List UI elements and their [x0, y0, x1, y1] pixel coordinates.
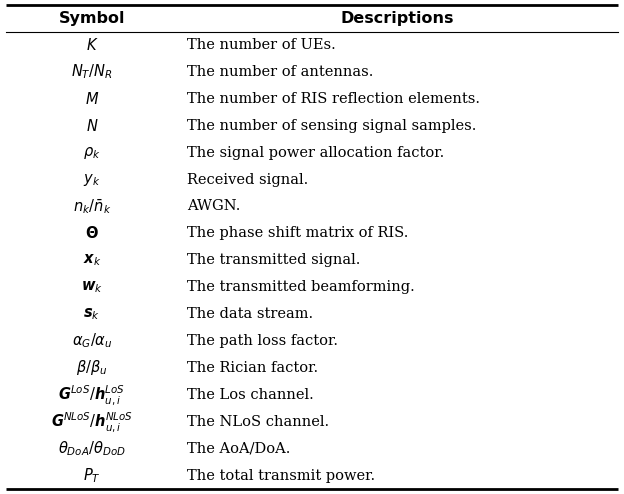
Text: The Los channel.: The Los channel. [187, 388, 314, 402]
Text: $\boldsymbol{G}^{LoS}/\boldsymbol{h}^{LoS}_{u,i}$: $\boldsymbol{G}^{LoS}/\boldsymbol{h}^{Lo… [59, 383, 125, 407]
Text: The transmitted beamforming.: The transmitted beamforming. [187, 280, 414, 294]
Text: $\boldsymbol{G}^{NLoS}/\boldsymbol{h}^{NLoS}_{u,i}$: $\boldsymbol{G}^{NLoS}/\boldsymbol{h}^{N… [51, 410, 133, 434]
Text: $\boldsymbol{x}_k$: $\boldsymbol{x}_k$ [82, 252, 101, 268]
Text: $\rho_k$: $\rho_k$ [83, 145, 100, 161]
Text: The number of sensing signal samples.: The number of sensing signal samples. [187, 119, 476, 133]
Text: $\alpha_G/\alpha_u$: $\alpha_G/\alpha_u$ [72, 331, 112, 350]
Text: The phase shift matrix of RIS.: The phase shift matrix of RIS. [187, 226, 408, 241]
Text: $K$: $K$ [85, 37, 98, 53]
Text: The transmitted signal.: The transmitted signal. [187, 253, 360, 267]
Text: The total transmit power.: The total transmit power. [187, 469, 375, 483]
Text: $\boldsymbol{\Theta}$: $\boldsymbol{\Theta}$ [85, 225, 99, 242]
Text: $M$: $M$ [85, 91, 99, 107]
Text: $y_k$: $y_k$ [83, 171, 100, 188]
Text: $P_T$: $P_T$ [83, 466, 100, 485]
Text: The NLoS channel.: The NLoS channel. [187, 415, 329, 429]
Text: $\boldsymbol{s}_k$: $\boldsymbol{s}_k$ [83, 306, 100, 322]
Text: $\theta_{DoA}/\theta_{DoD}$: $\theta_{DoA}/\theta_{DoD}$ [58, 439, 126, 458]
Text: The Rician factor.: The Rician factor. [187, 361, 318, 375]
Text: $\beta/\beta_u$: $\beta/\beta_u$ [76, 359, 108, 377]
Text: The number of RIS reflection elements.: The number of RIS reflection elements. [187, 92, 480, 106]
Text: The signal power allocation factor.: The signal power allocation factor. [187, 146, 444, 160]
Text: Received signal.: Received signal. [187, 172, 308, 187]
Text: The AoA/DoA.: The AoA/DoA. [187, 442, 290, 455]
Text: $\boldsymbol{w}_k$: $\boldsymbol{w}_k$ [81, 280, 103, 295]
Text: The number of UEs.: The number of UEs. [187, 38, 336, 52]
Text: Descriptions: Descriptions [341, 11, 454, 26]
Text: The path loss factor.: The path loss factor. [187, 334, 338, 348]
Text: Symbol: Symbol [59, 11, 125, 26]
Text: AWGN.: AWGN. [187, 200, 240, 213]
Text: The number of antennas.: The number of antennas. [187, 65, 373, 79]
Text: The data stream.: The data stream. [187, 307, 313, 321]
Text: $N_T/N_R$: $N_T/N_R$ [71, 63, 113, 81]
Text: $N$: $N$ [85, 118, 98, 134]
Text: $n_k/\bar{n}_k$: $n_k/\bar{n}_k$ [73, 197, 111, 216]
